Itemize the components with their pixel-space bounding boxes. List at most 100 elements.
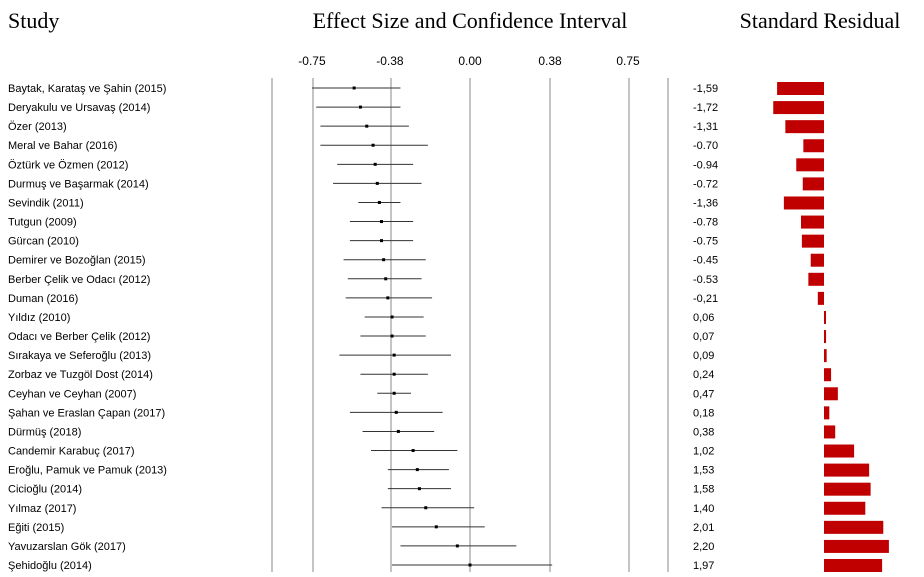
residual-value: -0.70 — [693, 140, 718, 152]
residual-value: 1,97 — [693, 560, 714, 572]
effect-size-point — [394, 410, 398, 414]
study-label: Candemir Karabuç (2017) — [8, 446, 135, 458]
study-rows: Baytak, Karataş ve Şahin (2015) -1,59 Dery… — [8, 82, 889, 572]
effect-size-point — [411, 449, 415, 453]
effect-size-point — [390, 334, 394, 338]
study-label: Sevindik (2011) — [8, 197, 84, 209]
study-label: Şehidoğlu (2014) — [8, 560, 92, 572]
residual-value: 2,01 — [693, 522, 714, 534]
residual-value: -1,31 — [693, 121, 718, 133]
residual-value: -0.75 — [693, 236, 718, 248]
residual-bar — [783, 196, 824, 210]
residual-value: 0,47 — [693, 388, 714, 400]
residual-bar — [801, 234, 824, 248]
study-label: Özer (2013) — [8, 121, 67, 133]
effect-size-point — [371, 143, 375, 147]
residual-bar — [824, 444, 855, 458]
residual-value: -1,72 — [693, 102, 718, 114]
residual-bar — [773, 101, 824, 115]
residual-value: 1,40 — [693, 503, 714, 515]
residual-bar — [824, 425, 836, 439]
residual-value: -1,59 — [693, 83, 718, 95]
residual-value: 0,06 — [693, 312, 714, 324]
study-label: Ceyhan ve Ceyhan (2007) — [8, 388, 136, 400]
effect-size-point — [455, 544, 459, 548]
study-label: Gürcan (2010) — [8, 236, 79, 248]
study-label: Deryakulu ve Ursavaş (2014) — [8, 102, 150, 114]
residual-bar — [824, 463, 870, 477]
effect-size-point — [392, 372, 396, 376]
residual-bar — [824, 406, 830, 420]
residual-value: 0,09 — [693, 350, 714, 362]
residual-value: -0.45 — [693, 255, 718, 267]
residual-bar — [785, 120, 824, 134]
residual-bar — [808, 272, 824, 286]
residual-bar — [824, 501, 866, 515]
grid-lines — [271, 78, 669, 572]
residual-value: -1,36 — [693, 197, 718, 209]
effect-size-point — [396, 429, 400, 433]
x-axis-ticks: -0.75 -0.38 0.00 0.38 0.75 — [298, 54, 640, 68]
residual-value: -0.78 — [693, 217, 718, 229]
residual-bar — [824, 559, 883, 572]
effect-size-point — [377, 200, 381, 204]
residual-bar — [824, 539, 889, 553]
study-label: Yıldız (2010) — [8, 312, 70, 324]
effect-size-point — [424, 506, 428, 510]
residual-bar — [824, 368, 832, 382]
effect-size-point — [434, 525, 438, 529]
study-header: Study — [8, 8, 59, 33]
residual-bar — [802, 177, 824, 191]
residual-bar — [824, 520, 884, 534]
study-label: Duman (2016) — [8, 293, 78, 305]
residual-bar — [824, 310, 826, 324]
effect-size-header: Effect Size and Confidence Interval — [313, 8, 628, 33]
study-label: Cicioğlu (2014) — [8, 484, 82, 496]
effect-size-point — [358, 105, 362, 109]
residual-value: 0,18 — [693, 407, 714, 419]
effect-size-point — [417, 487, 421, 491]
residual-bar — [777, 82, 824, 95]
residual-bar — [824, 330, 827, 344]
residual-value: 0,38 — [693, 426, 714, 438]
effect-size-point — [415, 468, 419, 472]
residual-value: 0,07 — [693, 331, 714, 343]
effect-size-point — [375, 181, 379, 185]
study-label: Zorbaz ve Tuzgöl Dost (2014) — [8, 369, 153, 381]
study-label: Öztürk ve Özmen (2012) — [8, 159, 128, 171]
residual-value: -0,21 — [693, 293, 718, 305]
residual-bar — [824, 482, 871, 496]
study-label: Yavuzarslan Gök (2017) — [8, 541, 126, 553]
x-tick-label: -0.75 — [298, 54, 326, 68]
x-tick-label: 0.00 — [458, 54, 482, 68]
residual-value: -0.53 — [693, 274, 718, 286]
residual-value: 1,58 — [693, 484, 714, 496]
residual-value: -0.72 — [693, 178, 718, 190]
residual-bar — [824, 387, 838, 401]
study-label: Baytak, Karataş ve Şahin (2015) — [8, 83, 166, 95]
standard-residual-header: Standard Residual — [740, 8, 901, 33]
study-label: Eğiti (2015) — [8, 522, 64, 534]
x-tick-label: -0.38 — [376, 54, 404, 68]
study-label: Sırakaya ve Seferoğlu (2013) — [8, 350, 151, 362]
residual-bar — [817, 291, 824, 305]
effect-size-point — [386, 296, 390, 300]
effect-size-point — [468, 563, 472, 567]
residual-value: 2,20 — [693, 541, 714, 553]
effect-size-point — [380, 239, 384, 243]
x-tick-label: 0.75 — [616, 54, 640, 68]
study-label: Durmuş ve Başarmak (2014) — [8, 178, 149, 190]
effect-size-point — [390, 315, 394, 319]
residual-bar — [796, 158, 824, 172]
residual-bar — [810, 253, 824, 267]
effect-size-point — [384, 277, 388, 281]
effect-size-point — [382, 258, 386, 262]
study-label: Yılmaz (2017) — [8, 503, 76, 515]
residual-value: 1,02 — [693, 446, 714, 458]
residual-value: 0,24 — [693, 369, 714, 381]
x-tick-label: 0.38 — [538, 54, 562, 68]
effect-size-point — [392, 353, 396, 357]
study-label: Odacı ve Berber Çelik (2012) — [8, 331, 150, 343]
effect-size-point — [352, 86, 356, 90]
